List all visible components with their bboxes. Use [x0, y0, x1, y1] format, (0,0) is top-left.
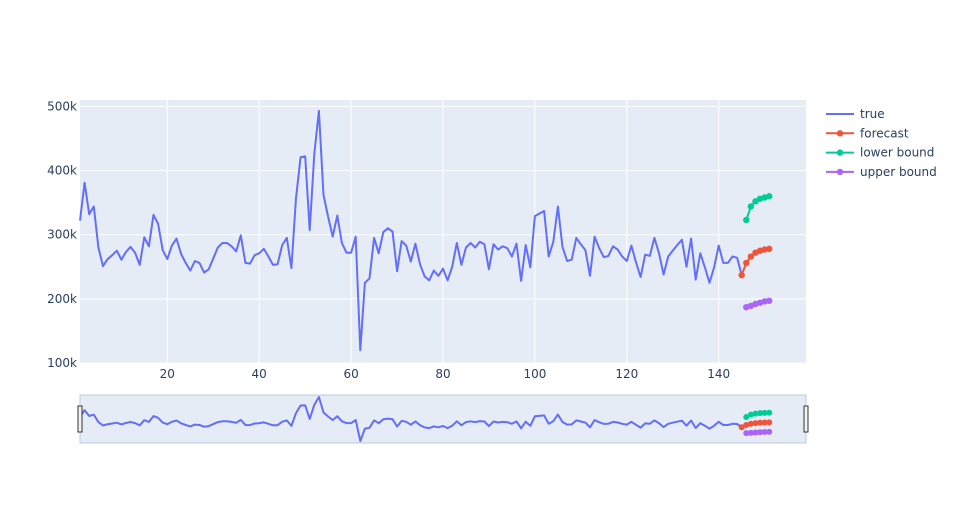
series-line-true	[79, 109, 743, 352]
slider-point-upper-bound	[757, 429, 764, 436]
slider-point-lower-bound	[766, 409, 773, 416]
x-tick-label: 80	[435, 367, 450, 381]
series-point-forecast	[747, 253, 755, 260]
slider-point-lower-bound	[743, 414, 750, 421]
legend-item-forecast[interactable]: forecast	[826, 126, 909, 140]
slider-point-forecast	[738, 424, 745, 431]
series-point-forecast	[738, 271, 745, 279]
slider-point-lower-bound	[757, 410, 764, 417]
legend-label: lower bound	[860, 146, 934, 160]
slider-point-lower-bound	[747, 411, 754, 418]
slider-point-forecast	[747, 420, 754, 427]
legend-label: true	[860, 107, 885, 121]
y-tick-label: 200k	[47, 292, 77, 306]
slider-point-forecast	[766, 419, 773, 426]
series-point-forecast	[743, 259, 750, 267]
y-tick-label: 300k	[47, 228, 77, 242]
slider-point-lower-bound	[761, 409, 768, 416]
x-tick-label: 100	[523, 367, 546, 381]
series-point-lower-bound	[747, 203, 755, 210]
legend-label: forecast	[860, 126, 909, 140]
slider-point-upper-bound	[761, 429, 768, 436]
x-tick-label: 140	[707, 367, 730, 381]
slider-line-true	[79, 396, 743, 442]
y-tick-label: 500k	[47, 99, 77, 113]
series-point-upper-bound	[766, 297, 773, 304]
x-tick-label: 40	[252, 367, 267, 381]
slider-point-forecast	[757, 419, 764, 426]
x-tick-label: 20	[160, 367, 175, 381]
slider-point-upper-bound	[752, 429, 759, 436]
legend-swatch-marker	[836, 130, 844, 137]
legend-label: upper bound	[860, 165, 937, 179]
series-point-lower-bound	[743, 216, 750, 224]
legend-item-lower-bound[interactable]: lower bound	[826, 146, 934, 160]
y-tick-label: 100k	[47, 356, 77, 370]
x-tick-label: 120	[615, 367, 638, 381]
y-tick-label: 400k	[47, 164, 77, 178]
series-point-forecast	[766, 245, 773, 253]
legend-swatch-marker	[836, 168, 844, 176]
legend-item-upper-bound[interactable]: upper bound	[826, 165, 937, 179]
slider-point-lower-bound	[752, 410, 759, 417]
legend-swatch-marker	[836, 149, 844, 156]
slider-point-upper-bound	[747, 429, 754, 436]
slider-point-upper-bound	[766, 428, 773, 435]
range-slider-background	[79, 394, 807, 444]
legend[interactable]: true forecast lower bound upper bound	[826, 107, 937, 179]
slider-point-upper-bound	[743, 430, 750, 437]
range-slider-left-handle[interactable]	[77, 405, 83, 433]
plot-layer	[79, 109, 773, 352]
series-point-lower-bound	[766, 193, 773, 200]
range-slider-right-handle[interactable]	[803, 405, 809, 433]
x-tick-label: 60	[343, 367, 358, 381]
slider-point-forecast	[752, 420, 759, 427]
range-slider[interactable]	[77, 394, 809, 444]
legend-item-true[interactable]: true	[826, 107, 885, 121]
grid-layer	[80, 100, 806, 364]
axis-layer: 20 40 60 80 100 120 140 100k 200k 300k 400k 500k	[47, 99, 730, 381]
slider-point-forecast	[743, 421, 750, 428]
slider-point-forecast	[761, 419, 768, 426]
